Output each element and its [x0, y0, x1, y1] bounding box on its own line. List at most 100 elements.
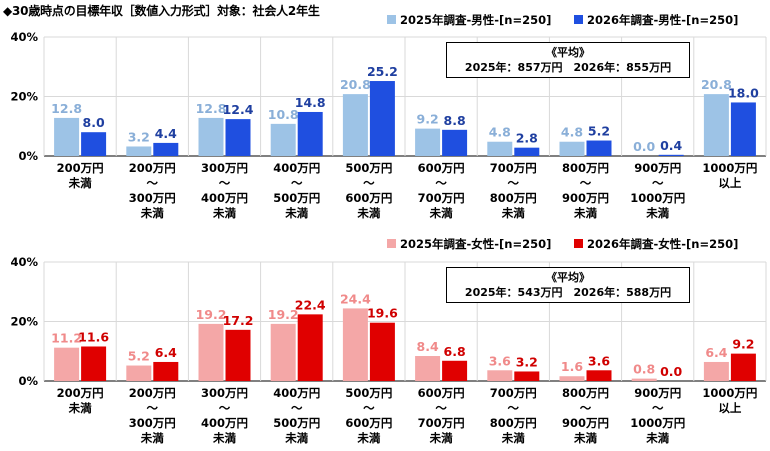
bar-female [514, 371, 540, 381]
data-label: 1.6 [561, 359, 583, 374]
bar-male [225, 119, 251, 156]
average-heading-male: 《平均》 [546, 46, 590, 59]
category-label: 300万円 [129, 416, 176, 430]
data-label: 9.2 [417, 112, 439, 127]
data-label: 20.8 [701, 77, 732, 92]
data-label: 19.6 [367, 306, 398, 321]
category-label: 900万円 [634, 386, 681, 400]
category-label: 800万円 [562, 161, 609, 175]
data-label: 3.2 [516, 354, 538, 369]
bar-male [658, 154, 684, 156]
category-label: 未満 [573, 206, 597, 220]
category-label: 200万円 [57, 161, 104, 175]
bar-male [442, 129, 468, 156]
category-label: 以上 [718, 176, 741, 190]
data-label: 12.4 [223, 102, 254, 117]
data-label: 4.4 [155, 126, 177, 141]
bar-male [730, 102, 756, 156]
category-label: 未満 [68, 401, 92, 415]
category-label: 300万円 [129, 191, 176, 205]
category-label: 500万円 [273, 416, 320, 430]
bar-female [442, 360, 468, 381]
category-label: ～ [435, 401, 447, 415]
data-label: 8.4 [417, 339, 439, 354]
data-label: 12.8 [196, 101, 227, 116]
legend-label: 2026年調査-女性-[n=250] [587, 237, 738, 251]
data-label: 12.8 [51, 101, 82, 116]
category-label: 500万円 [345, 386, 392, 400]
category-label: 200万円 [129, 386, 176, 400]
legend-label: 2025年調査-女性-[n=250] [400, 237, 551, 251]
data-label: 0.0 [660, 364, 682, 379]
category-label: 800万円 [562, 386, 609, 400]
data-label: 3.6 [489, 353, 511, 368]
data-label: 10.8 [268, 107, 299, 122]
data-label: 22.4 [295, 297, 326, 312]
y-tick-label: 40% [10, 255, 38, 269]
average-text-male: 2025年：857万円 2026年：855万円 [464, 61, 672, 74]
bar-male [415, 128, 441, 156]
category-label: 700万円 [490, 386, 537, 400]
category-label: 未満 [645, 206, 669, 220]
data-label: 0.8 [633, 362, 655, 377]
category-label: ～ [652, 401, 664, 415]
bar-male [297, 111, 323, 156]
category-label: 未満 [284, 431, 308, 445]
bar-male [54, 117, 80, 156]
data-label: 11.2 [51, 331, 82, 346]
category-label: 未満 [501, 431, 525, 445]
category-label: 未満 [212, 431, 236, 445]
legend-swatch [574, 15, 583, 24]
category-label: ～ [219, 401, 231, 415]
category-label: 500万円 [273, 191, 320, 205]
category-label: 400万円 [201, 191, 248, 205]
category-label: 200万円 [57, 386, 104, 400]
category-label: ～ [363, 176, 375, 190]
bar-male [369, 81, 395, 156]
category-label: 未満 [356, 431, 380, 445]
bar-female [586, 370, 612, 381]
category-label: 1000万円 [630, 416, 685, 430]
legend-label: 2026年調査-男性-[n=250] [587, 13, 738, 27]
category-label: 600万円 [418, 161, 465, 175]
data-label: 5.2 [128, 349, 150, 364]
data-label: 6.8 [444, 344, 466, 359]
bar-female [631, 378, 657, 381]
bar-female [703, 361, 729, 381]
data-label: 14.8 [295, 95, 326, 110]
category-label: ～ [219, 176, 231, 190]
category-label: 300万円 [201, 386, 248, 400]
data-label: 9.2 [732, 337, 754, 352]
category-label: 未満 [140, 206, 164, 220]
category-label: 未満 [284, 206, 308, 220]
bar-female [81, 346, 107, 381]
data-label: 18.0 [728, 85, 759, 100]
category-label: ～ [147, 176, 159, 190]
bar-male [198, 117, 224, 156]
data-label: 0.4 [660, 138, 682, 153]
bar-female [730, 353, 756, 381]
category-label: 未満 [429, 206, 453, 220]
data-label: 6.4 [705, 345, 727, 360]
category-label: ～ [508, 401, 520, 415]
category-label: 未満 [356, 206, 380, 220]
category-label: 未満 [573, 431, 597, 445]
bar-male [342, 94, 368, 156]
category-label: 700万円 [418, 191, 465, 205]
data-label: 19.2 [268, 307, 299, 322]
bar-male [559, 141, 585, 156]
category-label: ～ [363, 401, 375, 415]
category-label: 未満 [68, 176, 92, 190]
data-label: 20.8 [340, 77, 371, 92]
category-label: 以上 [718, 401, 741, 415]
legend-swatch [387, 239, 396, 248]
category-label: 200万円 [129, 161, 176, 175]
legend-swatch [574, 239, 583, 248]
data-label: 19.2 [196, 307, 227, 322]
category-label: 未満 [645, 431, 669, 445]
bar-female [225, 329, 251, 381]
bar-female [270, 323, 296, 381]
bar-female [487, 370, 513, 381]
y-tick-label: 0% [18, 374, 38, 388]
category-label: ～ [291, 176, 303, 190]
